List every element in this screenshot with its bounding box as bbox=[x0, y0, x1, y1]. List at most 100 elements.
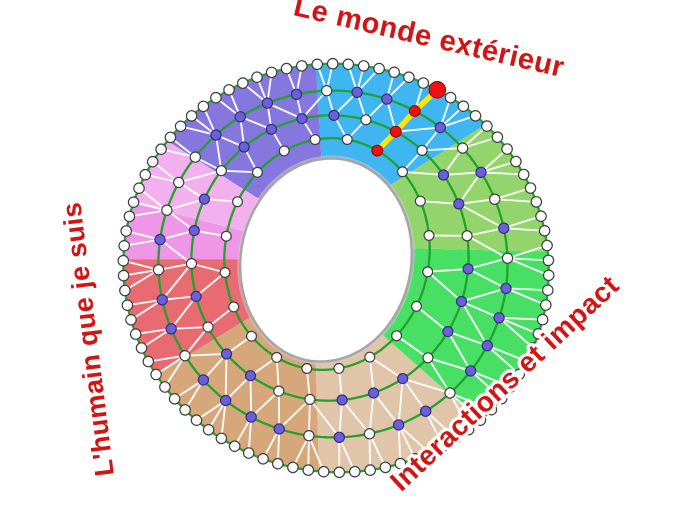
mesh-node[interactable] bbox=[261, 97, 274, 109]
mesh-node[interactable] bbox=[532, 327, 545, 340]
mesh-node[interactable] bbox=[501, 143, 513, 155]
mesh-node[interactable] bbox=[457, 100, 470, 112]
mesh-node[interactable] bbox=[520, 355, 533, 368]
mesh-node[interactable] bbox=[202, 321, 214, 333]
mesh-node[interactable] bbox=[220, 348, 233, 360]
mesh-node[interactable] bbox=[391, 330, 403, 342]
highlight-path[interactable] bbox=[374, 87, 441, 154]
mesh-node[interactable] bbox=[146, 155, 159, 168]
mesh-node[interactable] bbox=[215, 165, 227, 177]
mesh-node[interactable] bbox=[444, 387, 456, 399]
mesh-node[interactable] bbox=[185, 258, 198, 270]
mesh-node[interactable] bbox=[164, 131, 177, 144]
mesh-node[interactable] bbox=[198, 193, 210, 205]
mesh-node[interactable] bbox=[416, 144, 428, 156]
mesh-node[interactable] bbox=[238, 141, 250, 153]
mesh-node[interactable] bbox=[328, 109, 340, 122]
mesh-node[interactable] bbox=[450, 432, 462, 445]
mesh-node[interactable] bbox=[135, 342, 148, 354]
mesh-node[interactable] bbox=[287, 461, 299, 474]
mesh-node[interactable] bbox=[462, 263, 474, 275]
mesh-node[interactable] bbox=[185, 110, 198, 122]
mesh-node[interactable] bbox=[397, 373, 409, 385]
mesh-node[interactable] bbox=[125, 313, 137, 326]
mesh-node[interactable] bbox=[442, 326, 454, 338]
mesh-node[interactable] bbox=[168, 392, 181, 405]
mesh-node[interactable] bbox=[159, 381, 171, 393]
mesh-node[interactable] bbox=[364, 351, 376, 363]
mesh-node[interactable] bbox=[301, 363, 313, 375]
mesh-node[interactable] bbox=[326, 57, 339, 70]
mesh-node[interactable] bbox=[513, 368, 526, 381]
mesh-node[interactable] bbox=[542, 269, 555, 282]
mesh-node[interactable] bbox=[423, 447, 435, 459]
mesh-node[interactable] bbox=[411, 300, 423, 312]
mesh-node[interactable] bbox=[363, 428, 376, 440]
mesh-node[interactable] bbox=[302, 464, 315, 476]
mesh-node[interactable] bbox=[139, 168, 152, 181]
mesh-node[interactable] bbox=[333, 466, 346, 479]
mesh-node[interactable] bbox=[481, 120, 493, 132]
highlight-node[interactable] bbox=[389, 125, 402, 138]
mesh-node[interactable] bbox=[271, 457, 284, 470]
mesh-node[interactable] bbox=[265, 66, 278, 79]
mesh-node[interactable] bbox=[491, 131, 504, 143]
mesh-node[interactable] bbox=[244, 370, 257, 382]
mesh-node[interactable] bbox=[437, 169, 450, 181]
mesh-node[interactable] bbox=[152, 264, 165, 276]
mesh-node[interactable] bbox=[246, 330, 258, 342]
mesh-node[interactable] bbox=[364, 464, 376, 476]
mesh-node[interactable] bbox=[311, 58, 323, 71]
mesh-node[interactable] bbox=[394, 457, 407, 470]
mesh-node[interactable] bbox=[257, 452, 269, 465]
mesh-node[interactable] bbox=[290, 88, 303, 101]
mesh-node[interactable] bbox=[271, 351, 283, 363]
mesh-node[interactable] bbox=[232, 196, 244, 208]
mesh-node[interactable] bbox=[417, 77, 430, 89]
mesh-node[interactable] bbox=[172, 176, 185, 189]
mesh-node[interactable] bbox=[341, 134, 353, 146]
mesh-node[interactable] bbox=[245, 411, 257, 423]
mesh-node[interactable] bbox=[461, 230, 473, 242]
mesh-node[interactable] bbox=[481, 339, 493, 352]
mesh-node[interactable] bbox=[538, 225, 551, 237]
mesh-node[interactable] bbox=[373, 62, 385, 75]
mesh-node[interactable] bbox=[530, 196, 543, 208]
mesh-node[interactable] bbox=[197, 100, 210, 113]
mesh-node[interactable] bbox=[535, 210, 547, 222]
mesh-node[interactable] bbox=[403, 71, 415, 83]
mesh-node[interactable] bbox=[357, 60, 370, 72]
mesh-node[interactable] bbox=[420, 405, 432, 417]
mesh-node[interactable] bbox=[189, 151, 201, 163]
mesh-node[interactable] bbox=[423, 230, 435, 242]
mesh-node[interactable] bbox=[174, 120, 187, 133]
mesh-node[interactable] bbox=[219, 267, 231, 279]
mesh-node[interactable] bbox=[495, 392, 508, 405]
mesh-node[interactable] bbox=[165, 323, 177, 335]
mesh-node[interactable] bbox=[296, 112, 308, 125]
mesh-node[interactable] bbox=[397, 166, 409, 178]
mesh-node[interactable] bbox=[219, 394, 232, 407]
mesh-node[interactable] bbox=[388, 66, 400, 79]
mesh-node[interactable] bbox=[409, 452, 421, 465]
mesh-node[interactable] bbox=[465, 365, 477, 377]
mesh-node[interactable] bbox=[237, 77, 249, 89]
mesh-node[interactable] bbox=[501, 252, 514, 264]
mesh-node[interactable] bbox=[190, 414, 203, 426]
mesh-node[interactable] bbox=[190, 290, 202, 302]
mesh-node[interactable] bbox=[210, 129, 222, 141]
mesh-node[interactable] bbox=[414, 195, 426, 207]
mesh-node[interactable] bbox=[278, 145, 290, 157]
mesh-node[interactable] bbox=[437, 440, 449, 452]
mesh-node[interactable] bbox=[541, 239, 553, 252]
mesh-node[interactable] bbox=[381, 93, 393, 105]
mesh-node[interactable] bbox=[524, 182, 537, 194]
mesh-node[interactable] bbox=[133, 182, 145, 194]
mesh-node[interactable] bbox=[422, 266, 434, 278]
mesh-node[interactable] bbox=[489, 193, 501, 205]
mesh-node[interactable] bbox=[475, 166, 487, 178]
mesh-node[interactable] bbox=[121, 299, 134, 311]
mesh-node[interactable] bbox=[317, 465, 330, 478]
mesh-node[interactable] bbox=[539, 299, 552, 311]
mesh-node[interactable] bbox=[422, 352, 434, 364]
